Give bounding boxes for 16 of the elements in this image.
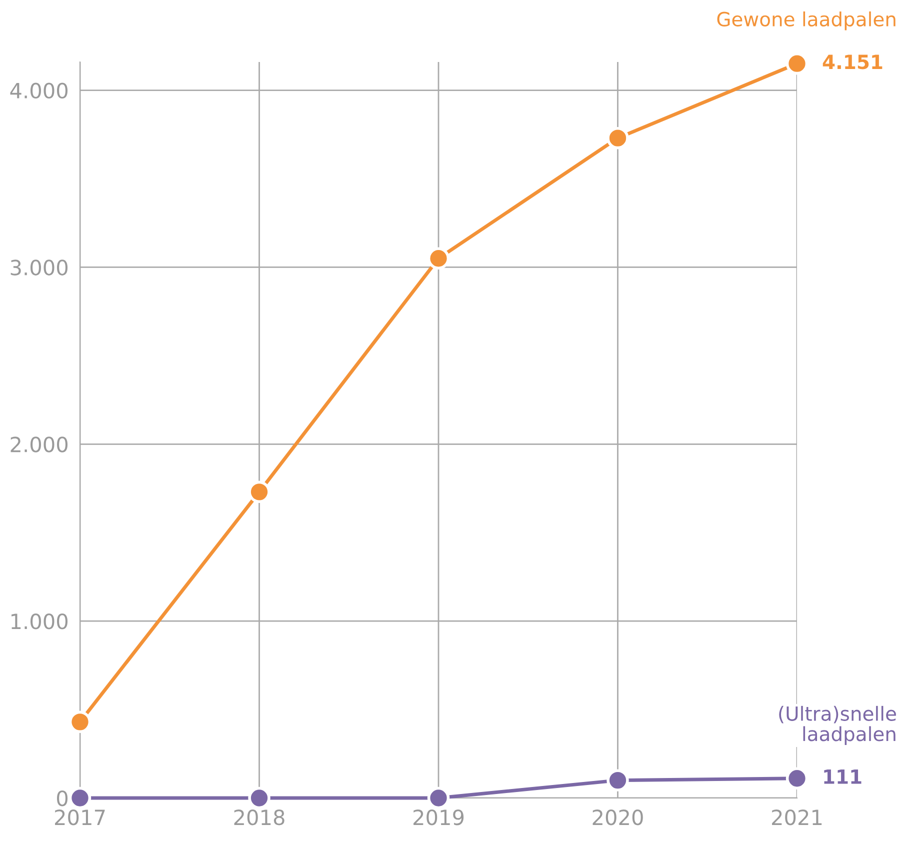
y-tick-label: 2.000 xyxy=(10,436,68,452)
series-label: Gewone laadpalen xyxy=(717,11,896,30)
x-tick-label: 2019 xyxy=(414,809,464,826)
point xyxy=(606,126,629,150)
point xyxy=(606,769,629,792)
x-tick-label: 2021 xyxy=(772,809,822,826)
y-tick-label: 1.000 xyxy=(12,614,68,630)
x-tick-label: 2017 xyxy=(55,809,105,826)
x-tick-label: 2020 xyxy=(592,809,643,826)
series-label: (Ultra)snelle laadpalen xyxy=(779,706,896,746)
y-tick-label: 3.000 xyxy=(10,260,68,276)
y-tick-label: 0 xyxy=(57,790,68,806)
data-label: 4.151 xyxy=(822,54,882,70)
x-tick-label: 2018 xyxy=(234,809,284,826)
y-tick-label: 4.000 xyxy=(10,82,68,99)
data-label: 111 xyxy=(824,770,862,784)
